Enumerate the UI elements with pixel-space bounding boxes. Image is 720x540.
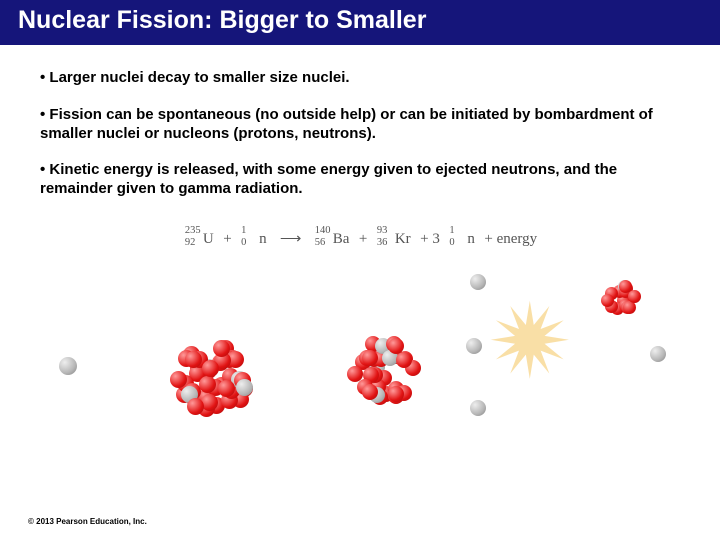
proton (388, 338, 404, 354)
copyright-text: © 2013 Pearson Education, Inc. (28, 517, 147, 526)
proton (396, 352, 412, 368)
title-bar: Nuclear Fission: Bigger to Smaller (0, 0, 720, 45)
bullet-list: Larger nuclei decay to smaller size nucl… (0, 45, 720, 225)
u235-nucleus (170, 338, 254, 422)
proton (623, 301, 636, 314)
incoming-neutron (59, 357, 77, 375)
bullet-2: Fission can be spontaneous (no outside h… (40, 106, 680, 144)
proton (601, 294, 614, 307)
ejected-neutron-3 (470, 400, 486, 416)
proton (213, 340, 230, 357)
proton (218, 380, 235, 397)
ba140-nucleus (348, 336, 420, 408)
bullet-3: Kinetic energy is released, with some en… (40, 161, 680, 199)
far-neutron (650, 346, 666, 362)
proton (187, 398, 204, 415)
energy-flash-icon (489, 299, 571, 381)
kr93-nucleus (600, 278, 640, 318)
fission-equation: 23592U + 10n ⟶ 14056Ba + 9336Kr + 3 10n … (0, 225, 720, 258)
isotope-3n: 10n (449, 231, 475, 248)
fission-diagram (0, 258, 720, 438)
bullet-1: Larger nuclei decay to smaller size nucl… (40, 69, 680, 88)
proton (388, 386, 404, 402)
proton (170, 371, 187, 388)
ejected-neutron-2 (466, 338, 482, 354)
isotope-ba140: 14056Ba (315, 231, 350, 248)
proton (628, 290, 641, 303)
isotope-kr93: 9336Kr (377, 231, 411, 248)
ejected-neutron-1 (470, 274, 486, 290)
isotope-u235: 23592U (185, 231, 214, 248)
page-title: Nuclear Fission: Bigger to Smaller (18, 6, 426, 34)
isotope-n: 10n (241, 231, 267, 248)
proton (202, 360, 219, 377)
